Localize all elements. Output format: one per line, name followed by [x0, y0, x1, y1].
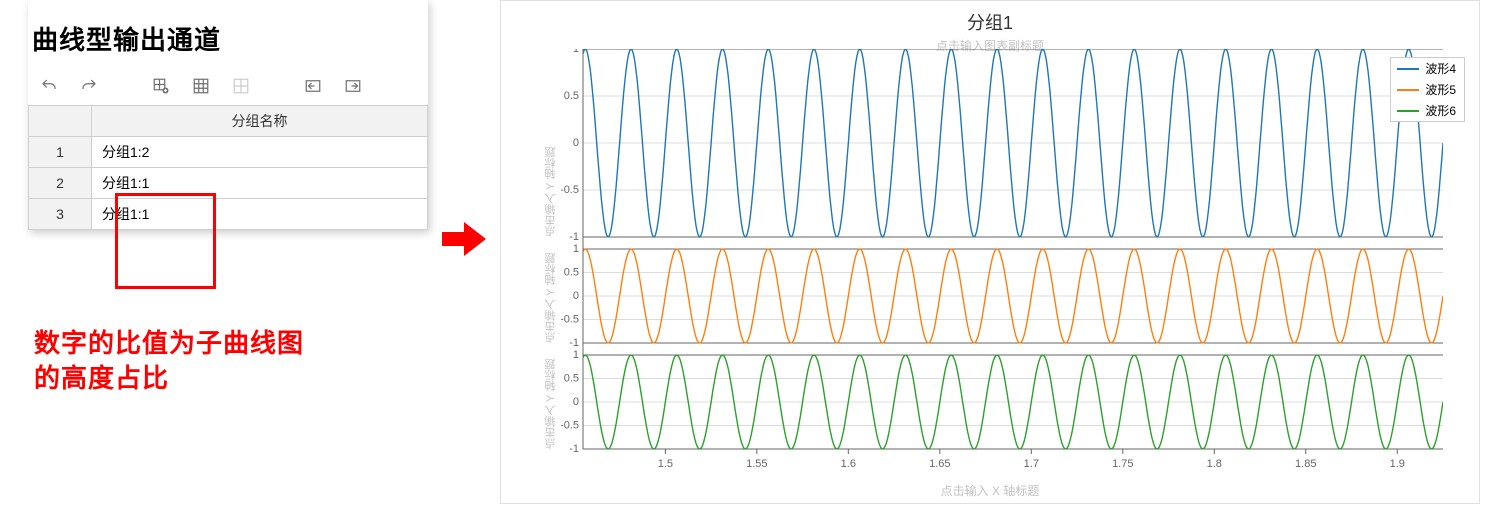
svg-text:0.5: 0.5: [564, 90, 579, 102]
legend-item[interactable]: 波形5: [1391, 79, 1464, 100]
group-table: 分组名称 1分组1:22分组1:13分组1:1: [28, 105, 428, 230]
svg-text:0.5: 0.5: [564, 373, 579, 385]
svg-text:0: 0: [573, 290, 579, 302]
svg-text:0.5: 0.5: [564, 267, 579, 279]
svg-text:-0.5: -0.5: [561, 314, 579, 326]
svg-text:1.65: 1.65: [929, 458, 950, 470]
svg-text:1.9: 1.9: [1390, 458, 1405, 470]
group-name-cell[interactable]: 分组1:1: [92, 168, 427, 198]
chart-legend: 波形4 波形5 波形6: [1390, 57, 1465, 122]
table-row[interactable]: 3分组1:1: [29, 198, 427, 229]
legend-item[interactable]: 波形4: [1391, 58, 1464, 79]
x-axis-label[interactable]: 点击输入 X 轴标题: [501, 482, 1479, 499]
svg-text:1.7: 1.7: [1024, 458, 1039, 470]
undo-button[interactable]: [38, 75, 60, 97]
svg-text:0: 0: [573, 137, 579, 149]
row-number: 3: [29, 199, 92, 229]
insert-row-button[interactable]: [150, 75, 172, 97]
import-button[interactable]: [302, 75, 324, 97]
legend-swatch: [1397, 110, 1419, 112]
svg-text:1.8: 1.8: [1207, 458, 1222, 470]
group-name-cell[interactable]: 分组1:1: [92, 199, 427, 229]
caption-line-2: 的高度占比: [34, 361, 304, 396]
delete-row-button[interactable]: [190, 75, 212, 97]
y-axis-label[interactable]: 点击输入 Y 轴标题: [543, 249, 559, 343]
svg-text:-0.5: -0.5: [561, 184, 579, 196]
svg-text:1.5: 1.5: [658, 458, 673, 470]
row-number: 2: [29, 168, 92, 198]
svg-text:1.85: 1.85: [1295, 458, 1316, 470]
legend-swatch: [1397, 89, 1419, 91]
svg-text:1: 1: [573, 349, 579, 361]
legend-item[interactable]: 波形6: [1391, 100, 1464, 121]
table-row[interactable]: 1分组1:2: [29, 136, 427, 167]
config-panel: 曲线型输出通道 分组名称 1分组1:22分组1:13分组1:1: [28, 0, 428, 230]
redo-button[interactable]: [78, 75, 100, 97]
chart-plot: -1-0.500.51-1-0.500.51-1-0.500.511.51.55…: [561, 49, 1443, 479]
caption-line-1: 数字的比值为子曲线图: [34, 326, 304, 361]
svg-text:0: 0: [573, 396, 579, 408]
chart-panel: 分组1 点击输入图表副标题 -1-0.500.51-1-0.500.51-1-0…: [500, 0, 1480, 504]
row-number: 1: [29, 137, 92, 167]
chart-title[interactable]: 分组1: [501, 1, 1479, 35]
svg-text:-1: -1: [569, 231, 579, 243]
toolbar: [28, 69, 428, 105]
svg-text:1: 1: [573, 243, 579, 255]
row-number-header: [29, 106, 92, 136]
table-row[interactable]: 2分组1:1: [29, 167, 427, 198]
svg-text:1: 1: [573, 49, 579, 55]
y-axis-label[interactable]: 点击输入 Y 轴标题: [543, 49, 559, 237]
svg-text:1.55: 1.55: [746, 458, 767, 470]
svg-text:1.6: 1.6: [841, 458, 856, 470]
legend-label: 波形4: [1425, 60, 1456, 77]
legend-label: 波形6: [1425, 102, 1456, 119]
panel-title: 曲线型输出通道: [28, 0, 428, 69]
clear-button[interactable]: [230, 75, 252, 97]
annotation-caption: 数字的比值为子曲线图 的高度占比: [34, 326, 304, 396]
svg-text:-1: -1: [569, 337, 579, 349]
legend-label: 波形5: [1425, 81, 1456, 98]
legend-swatch: [1397, 68, 1419, 70]
export-button[interactable]: [342, 75, 364, 97]
svg-text:-1: -1: [569, 443, 579, 455]
y-axis-label[interactable]: 点击输入 Y 轴标题: [543, 355, 559, 449]
svg-text:1.75: 1.75: [1112, 458, 1133, 470]
group-name-cell[interactable]: 分组1:2: [92, 137, 427, 167]
svg-text:-0.5: -0.5: [561, 420, 579, 432]
arrow-icon: [442, 222, 486, 256]
column-header: 分组名称: [92, 106, 427, 136]
